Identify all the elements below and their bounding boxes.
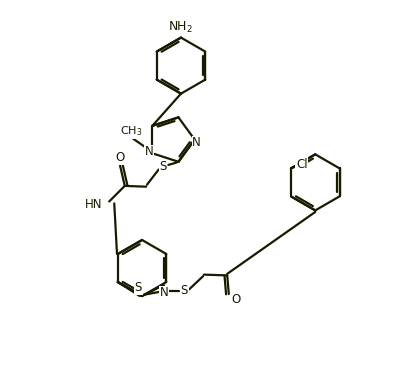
Text: HN: HN [85,198,102,211]
Text: N: N [145,145,154,158]
Text: N: N [192,136,201,149]
Text: O: O [231,294,241,307]
Text: NH$_2$: NH$_2$ [168,20,193,34]
Text: S: S [135,281,142,294]
Text: Cl: Cl [296,158,308,171]
Text: O: O [116,151,125,164]
Text: S: S [181,285,188,298]
Text: N: N [160,287,169,299]
Text: CH$_3$: CH$_3$ [120,125,142,138]
Text: S: S [159,160,167,173]
